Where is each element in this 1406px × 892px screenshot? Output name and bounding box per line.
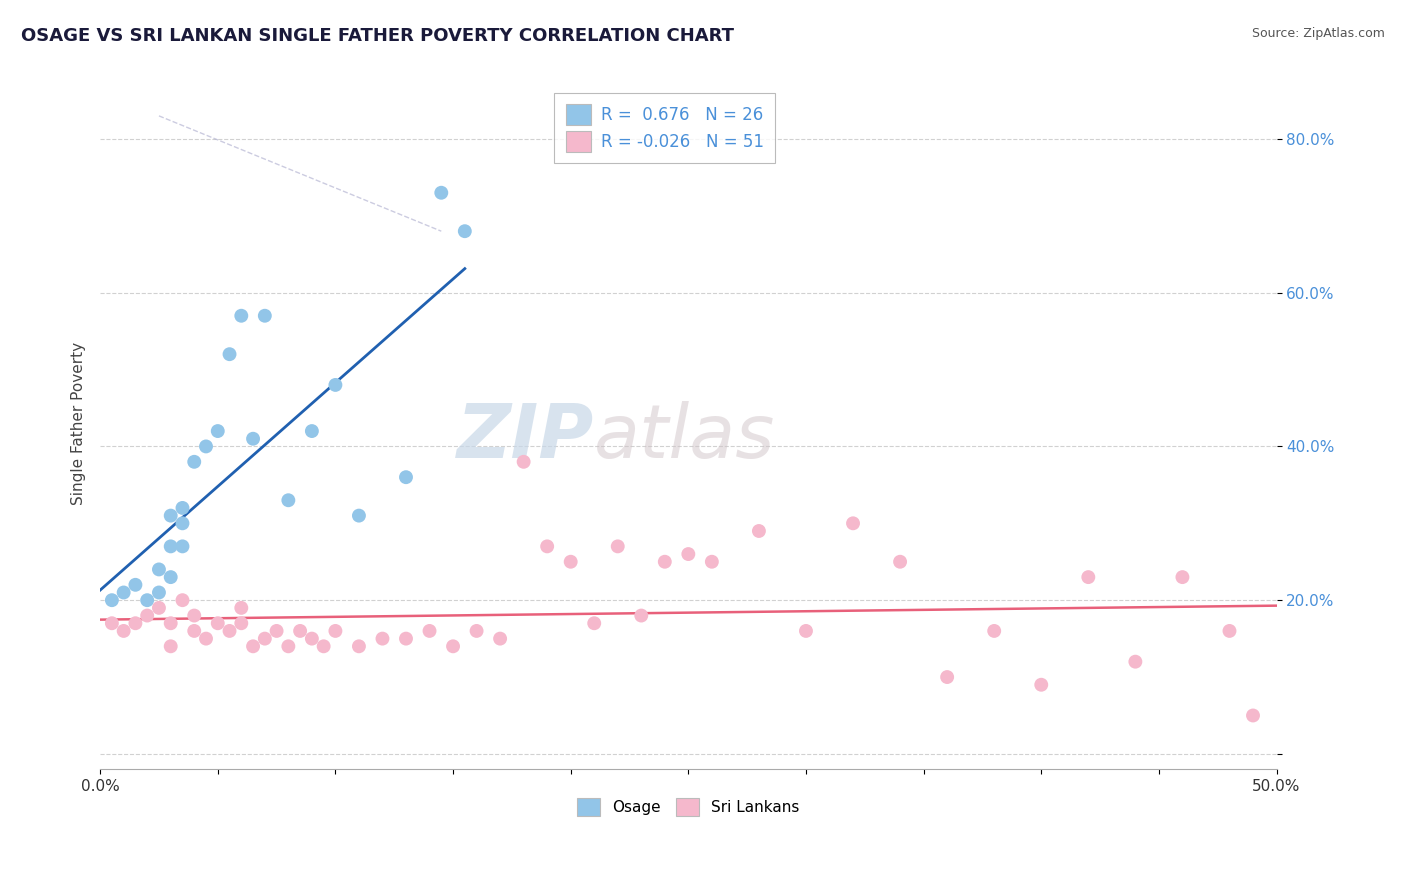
Point xyxy=(1031,678,1053,692)
Point xyxy=(207,424,229,438)
Point xyxy=(560,555,582,569)
Point xyxy=(395,632,418,646)
Point xyxy=(418,624,440,638)
Point xyxy=(159,616,181,631)
Point xyxy=(195,439,218,453)
Text: Source: ZipAtlas.com: Source: ZipAtlas.com xyxy=(1251,27,1385,40)
Point xyxy=(253,309,276,323)
Point xyxy=(231,600,253,615)
Point xyxy=(347,640,370,654)
Point xyxy=(325,378,347,392)
Point xyxy=(441,640,464,654)
Point xyxy=(266,624,288,638)
Point xyxy=(183,608,205,623)
Point xyxy=(1241,708,1264,723)
Point xyxy=(454,224,477,238)
Point xyxy=(654,555,676,569)
Point xyxy=(183,624,205,638)
Point xyxy=(1125,655,1147,669)
Point xyxy=(207,616,229,631)
Point xyxy=(242,640,264,654)
Point xyxy=(678,547,700,561)
Point xyxy=(1077,570,1099,584)
Point xyxy=(159,508,181,523)
Point xyxy=(231,616,253,631)
Point xyxy=(195,632,218,646)
Point xyxy=(159,570,181,584)
Point xyxy=(218,347,240,361)
Point xyxy=(536,540,558,554)
Point xyxy=(277,640,299,654)
Y-axis label: Single Father Poverty: Single Father Poverty xyxy=(72,342,86,505)
Point xyxy=(794,624,817,638)
Point xyxy=(124,616,146,631)
Point xyxy=(253,632,276,646)
Point xyxy=(842,516,865,531)
Point xyxy=(112,585,135,599)
Point xyxy=(630,608,652,623)
Point xyxy=(218,624,240,638)
Point xyxy=(983,624,1005,638)
Point xyxy=(172,540,194,554)
Point xyxy=(148,600,170,615)
Point xyxy=(583,616,606,631)
Point xyxy=(301,632,323,646)
Point xyxy=(700,555,723,569)
Point xyxy=(325,624,347,638)
Point xyxy=(489,632,512,646)
Point xyxy=(231,309,253,323)
Point xyxy=(371,632,394,646)
Point xyxy=(124,578,146,592)
Point xyxy=(748,524,770,538)
Point xyxy=(148,585,170,599)
Text: atlas: atlas xyxy=(595,401,776,474)
Point xyxy=(889,555,911,569)
Point xyxy=(430,186,453,200)
Point xyxy=(112,624,135,638)
Point xyxy=(136,593,159,607)
Point xyxy=(148,562,170,576)
Point xyxy=(101,616,124,631)
Point xyxy=(936,670,959,684)
Point xyxy=(1171,570,1194,584)
Legend: Osage, Sri Lankans: Osage, Sri Lankans xyxy=(569,790,807,824)
Point xyxy=(101,593,124,607)
Point xyxy=(159,540,181,554)
Point xyxy=(1218,624,1240,638)
Point xyxy=(301,424,323,438)
Text: OSAGE VS SRI LANKAN SINGLE FATHER POVERTY CORRELATION CHART: OSAGE VS SRI LANKAN SINGLE FATHER POVERT… xyxy=(21,27,734,45)
Point xyxy=(347,508,370,523)
Point xyxy=(172,516,194,531)
Point xyxy=(183,455,205,469)
Point xyxy=(606,540,628,554)
Point xyxy=(172,593,194,607)
Point xyxy=(159,640,181,654)
Point xyxy=(512,455,534,469)
Point xyxy=(172,500,194,515)
Point xyxy=(312,640,335,654)
Point xyxy=(288,624,311,638)
Point xyxy=(242,432,264,446)
Point xyxy=(136,608,159,623)
Point xyxy=(465,624,488,638)
Text: ZIP: ZIP xyxy=(457,401,595,474)
Point xyxy=(277,493,299,508)
Point xyxy=(395,470,418,484)
